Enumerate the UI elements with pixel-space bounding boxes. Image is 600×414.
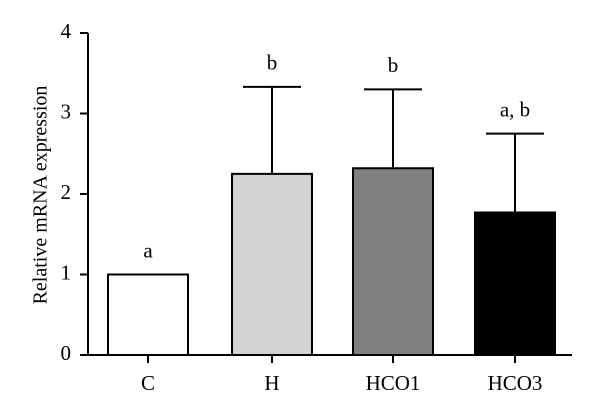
x-tick-label: C [141,371,155,395]
y-tick-label: 3 [61,99,72,123]
y-tick-label: 1 [61,260,72,284]
bar-c [107,273,189,356]
bar-h [231,172,313,356]
x-tick-label: HCO1 [366,371,421,395]
significance-label: a [143,238,153,262]
x-tick-label: H [264,371,279,395]
bar-hco3 [474,211,556,356]
y-axis: 0 1 2 3 4 [61,19,89,365]
category-labels: C H HCO1 HCO3 [141,371,542,395]
error-bars [243,85,544,213]
y-tick-label: 0 [61,341,72,365]
bars [107,167,556,356]
significance-labels: a b b a, b [143,51,530,263]
significance-label: a, b [500,97,530,121]
significance-label: b [388,53,399,77]
y-tick-label: 4 [61,19,72,43]
y-tick-label: 2 [61,180,72,204]
y-axis-label: Relative mRNA expression [30,86,52,305]
bar-hco1 [352,167,434,356]
significance-label: b [267,51,278,75]
x-tick-label: HCO3 [488,371,543,395]
x-axis [88,354,572,363]
